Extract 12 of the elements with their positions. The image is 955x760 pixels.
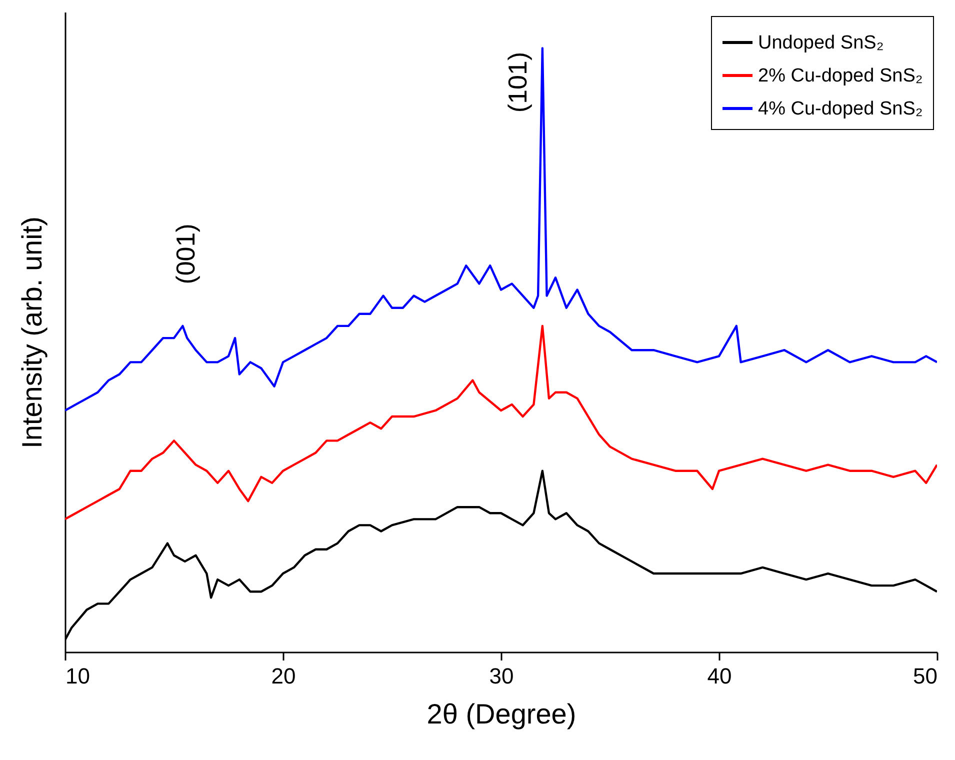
x-tick-label: 40 bbox=[707, 664, 732, 688]
x-tick-label: 50 bbox=[913, 664, 938, 688]
x-tick-label: 10 bbox=[66, 664, 90, 688]
legend-label: Undoped SnS₂ bbox=[758, 32, 884, 54]
y-axis-title: Intensity (arb. unit) bbox=[16, 216, 48, 448]
x-tick-label: 30 bbox=[489, 664, 514, 688]
legend-label: 4% Cu-doped SnS₂ bbox=[758, 98, 923, 120]
annotation: (001) bbox=[170, 224, 201, 284]
x-tick-label: 20 bbox=[271, 664, 296, 688]
x-axis-title: 2θ (Degree) bbox=[426, 698, 576, 730]
annotation: (101) bbox=[502, 52, 532, 113]
legend-label: 2% Cu-doped SnS₂ bbox=[758, 66, 923, 86]
